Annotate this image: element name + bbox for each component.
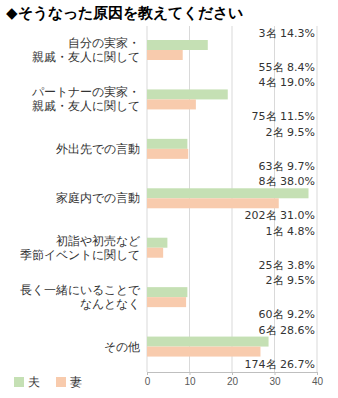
data-label: 2名 9.5% (266, 274, 315, 287)
grid-line (317, 26, 318, 372)
data-label: 4名 19.0% (259, 76, 315, 89)
title: ◆そうなった原因を教えてください (6, 4, 243, 22)
data-label: 75名 11.5% (252, 110, 315, 123)
legend-swatch (56, 377, 66, 387)
legend-label: 夫 (28, 375, 40, 389)
tick: 0 (145, 372, 151, 387)
bar (147, 139, 187, 149)
tick-mark (232, 372, 233, 375)
bar (147, 297, 186, 307)
data-label: 2名 9.5% (266, 126, 315, 139)
tick: 40 (312, 372, 324, 387)
bar (147, 50, 183, 60)
tick-mark (317, 372, 318, 375)
tick-mark (190, 372, 191, 375)
data-label: 63名 9.7% (259, 160, 315, 173)
bar (147, 248, 163, 258)
category-label: パートナーの実家・親戚・友人に関して (31, 85, 140, 113)
data-label: 60名 9.2% (259, 308, 315, 321)
data-label: 174名 26.7% (245, 358, 315, 371)
data-label: 55名 8.4% (259, 61, 315, 74)
legend-swatch (14, 377, 24, 387)
data-label: 8名 38.0% (259, 175, 315, 188)
bar (147, 99, 196, 109)
bar (147, 149, 188, 159)
data-label: 3名 14.3% (259, 27, 315, 40)
legend-label: 妻 (70, 375, 82, 389)
category-label: その他 (104, 340, 140, 354)
tick-label: 0 (145, 376, 151, 387)
data-label: 6名 28.6% (259, 324, 315, 337)
bar (147, 40, 208, 50)
category-label: 初詣や初売など季節イベントに関して (20, 234, 140, 262)
axis-line (148, 373, 318, 376)
bar (147, 89, 228, 99)
bar (147, 188, 309, 198)
tick-label: 40 (312, 376, 324, 387)
tick-label: 20 (227, 376, 239, 387)
bar (147, 198, 279, 208)
tick-mark (147, 372, 148, 375)
grid (147, 26, 317, 372)
tick-label: 10 (184, 376, 196, 387)
bar (147, 287, 187, 297)
x-axis: 0 10 20 30 40 (145, 372, 324, 387)
tick: 10 (184, 372, 196, 387)
tick: 20 (227, 372, 239, 387)
bar (147, 238, 167, 248)
category-labels: 自分の実家・親戚・友人に関してパートナーの実家・親戚・友人に関して外出先での言動… (20, 36, 141, 354)
category-label: 家庭内での言動 (56, 191, 140, 205)
data-label: 25名 3.8% (259, 259, 315, 272)
legend: 夫妻 (14, 375, 82, 389)
chart: ◆そうなった原因を教えてください 3名 14.3% 4名 19.0% 2名 9.5% 8… (0, 0, 338, 398)
tick-mark (275, 372, 276, 375)
category-label: 自分の実家・親戚・友人に関して (32, 36, 140, 64)
data-label: 202名 31.0% (245, 209, 315, 222)
data-labels: 3名 14.3% 4名 19.0% 2名 9.5% 8名 38.0% 1名 4.8% 2名… (245, 27, 315, 371)
tick: 30 (269, 372, 281, 387)
data-label: 1名 4.8% (266, 225, 315, 238)
category-label: 外出先での言動 (56, 142, 140, 156)
bar (147, 337, 269, 347)
bar (147, 347, 260, 357)
tick-label: 30 (269, 376, 281, 387)
category-label: 長く一緒にいることでなんとなく (20, 283, 141, 311)
